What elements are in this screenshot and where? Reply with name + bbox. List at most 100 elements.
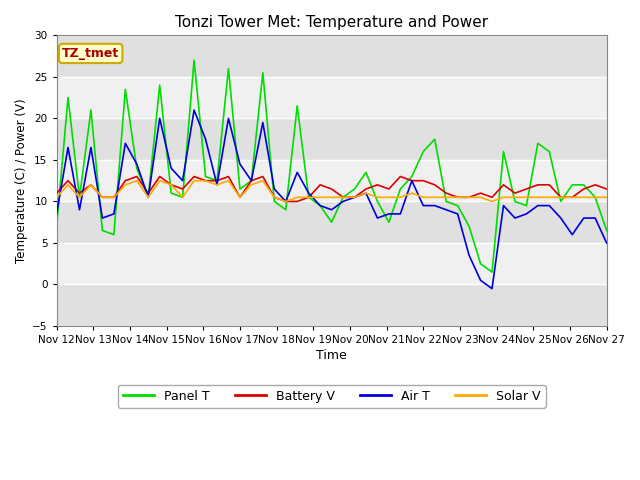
Battery V	[534, 182, 541, 188]
Panel T	[282, 207, 289, 213]
Solar V	[76, 194, 83, 200]
Panel T	[145, 194, 152, 200]
Line: Solar V: Solar V	[56, 180, 607, 202]
Air T	[374, 215, 381, 221]
Solar V	[557, 194, 564, 200]
Panel T	[110, 232, 118, 238]
Air T	[316, 203, 324, 208]
Air T	[408, 178, 415, 183]
Panel T	[64, 95, 72, 100]
Title: Tonzi Tower Met: Temperature and Power: Tonzi Tower Met: Temperature and Power	[175, 15, 488, 30]
Air T	[248, 178, 255, 183]
Solar V	[511, 194, 519, 200]
Air T	[477, 277, 484, 283]
Panel T	[557, 199, 564, 204]
Solar V	[351, 194, 358, 200]
Solar V	[408, 190, 415, 196]
X-axis label: Time: Time	[316, 349, 347, 362]
Battery V	[213, 178, 221, 183]
Air T	[603, 240, 611, 246]
Battery V	[500, 182, 508, 188]
Air T	[236, 161, 244, 167]
Air T	[271, 186, 278, 192]
Panel T	[259, 70, 267, 75]
Air T	[500, 203, 508, 208]
Battery V	[523, 186, 531, 192]
Solar V	[385, 194, 393, 200]
Air T	[465, 252, 473, 258]
Air T	[52, 211, 60, 217]
Air T	[339, 199, 347, 204]
Air T	[591, 215, 599, 221]
Panel T	[339, 194, 347, 200]
Battery V	[591, 182, 599, 188]
Air T	[568, 232, 576, 238]
Solar V	[213, 182, 221, 188]
Air T	[328, 207, 335, 213]
Solar V	[259, 178, 267, 183]
Battery V	[236, 194, 244, 200]
Bar	[56, 36, 607, 77]
Bar	[56, 119, 607, 160]
Solar V	[167, 182, 175, 188]
Solar V	[339, 194, 347, 200]
Panel T	[523, 203, 531, 208]
Air T	[190, 107, 198, 113]
Solar V	[179, 194, 186, 200]
Panel T	[419, 149, 427, 155]
Air T	[454, 211, 461, 217]
Battery V	[248, 178, 255, 183]
Air T	[442, 207, 450, 213]
Air T	[64, 144, 72, 150]
Solar V	[293, 194, 301, 200]
Battery V	[202, 178, 209, 183]
Air T	[122, 141, 129, 146]
Air T	[385, 211, 393, 217]
Battery V	[545, 182, 553, 188]
Panel T	[179, 194, 186, 200]
Solar V	[442, 194, 450, 200]
Solar V	[87, 182, 95, 188]
Battery V	[362, 186, 370, 192]
Bar	[56, 285, 607, 326]
Battery V	[431, 182, 438, 188]
Panel T	[236, 186, 244, 192]
Panel T	[225, 66, 232, 72]
Panel T	[534, 141, 541, 146]
Battery V	[408, 178, 415, 183]
Panel T	[305, 194, 312, 200]
Solar V	[99, 194, 106, 200]
Battery V	[397, 174, 404, 180]
Battery V	[122, 178, 129, 183]
Panel T	[328, 219, 335, 225]
Air T	[431, 203, 438, 208]
Bar	[56, 77, 607, 119]
Panel T	[248, 178, 255, 183]
Panel T	[316, 203, 324, 208]
Panel T	[500, 149, 508, 155]
Battery V	[156, 174, 164, 180]
Battery V	[179, 186, 186, 192]
Solar V	[500, 194, 508, 200]
Battery V	[603, 186, 611, 192]
Solar V	[534, 194, 541, 200]
Air T	[202, 136, 209, 142]
Solar V	[305, 194, 312, 200]
Panel T	[385, 219, 393, 225]
Solar V	[362, 190, 370, 196]
Solar V	[225, 178, 232, 183]
Air T	[99, 215, 106, 221]
Bar	[56, 243, 607, 285]
Solar V	[431, 194, 438, 200]
Panel T	[568, 182, 576, 188]
Battery V	[145, 190, 152, 196]
Panel T	[293, 103, 301, 109]
Line: Battery V: Battery V	[56, 177, 607, 202]
Solar V	[523, 194, 531, 200]
Panel T	[454, 203, 461, 208]
Solar V	[52, 194, 60, 200]
Battery V	[293, 199, 301, 204]
Panel T	[351, 186, 358, 192]
Battery V	[76, 190, 83, 196]
Battery V	[477, 190, 484, 196]
